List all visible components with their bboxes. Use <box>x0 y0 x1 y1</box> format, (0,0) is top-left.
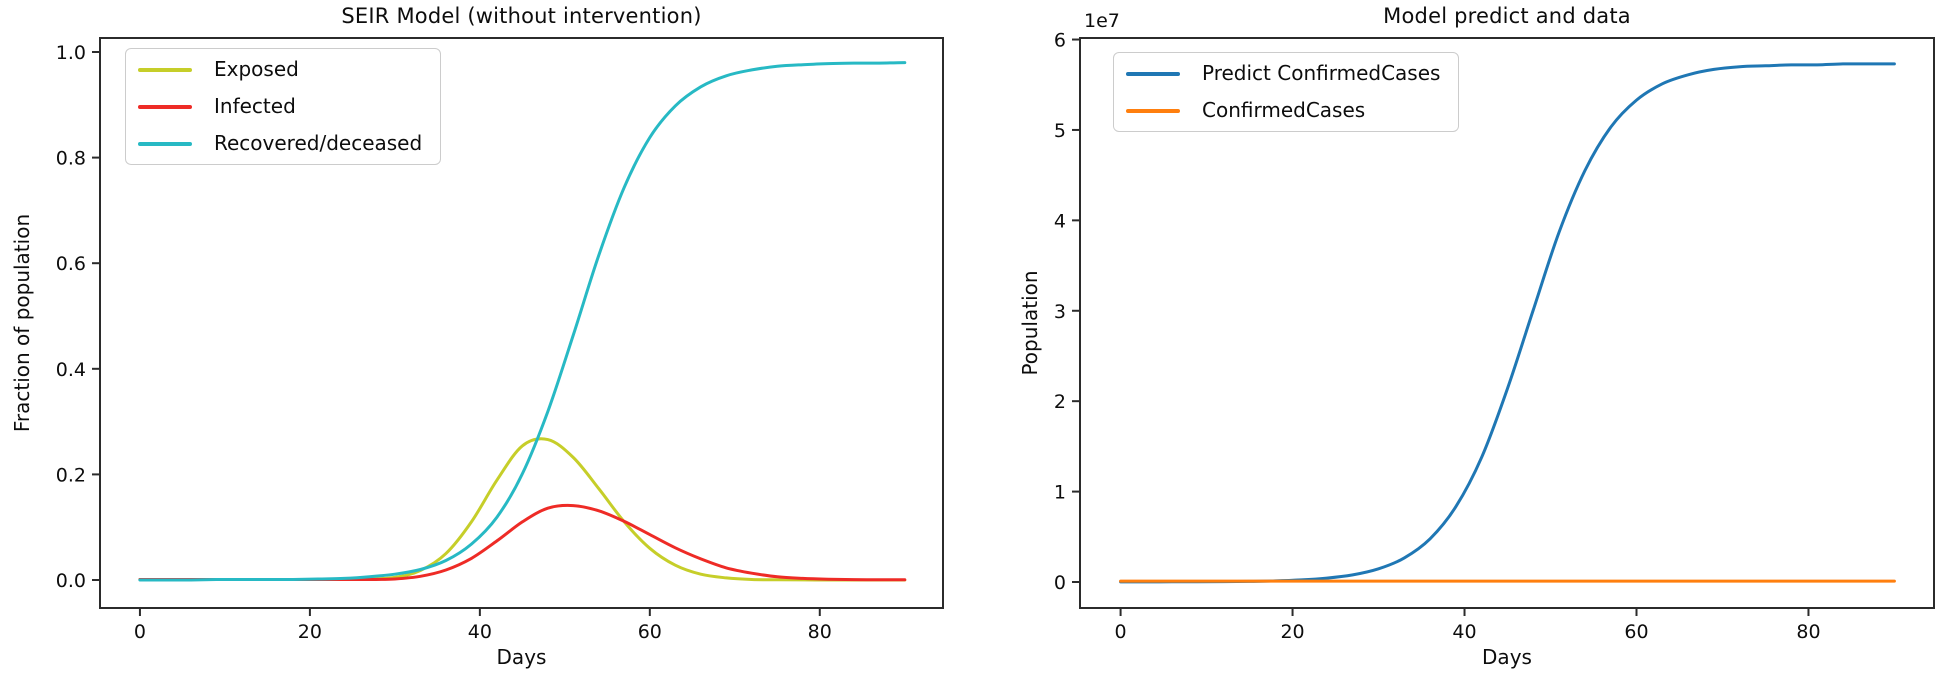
legend-label: Infected <box>214 94 296 118</box>
legend-item-recovered: Recovered/deceased <box>138 132 422 155</box>
x-tick-label: 40 <box>468 621 492 643</box>
x-tick-label: 60 <box>638 621 662 643</box>
y-axis-offset-text: 1e7 <box>1084 10 1120 32</box>
confirmedcases-line-swatch <box>1126 108 1180 113</box>
right-y-axis-label: Population <box>1018 270 1042 376</box>
right-x-axis-label: Days <box>1482 645 1532 669</box>
x-tick-label: 20 <box>1280 621 1304 643</box>
y-tick-label: 4 <box>1054 210 1066 232</box>
x-tick-label: 20 <box>298 621 322 643</box>
series-line-exposed <box>138 437 907 582</box>
y-tick-label: 6 <box>1054 30 1066 52</box>
series-line-predict-confirmedcases <box>1119 62 1896 584</box>
left-x-axis-label: Days <box>496 645 547 669</box>
right-legend: Predict ConfirmedCases ConfirmedCases <box>1113 52 1460 132</box>
legend-label: ConfirmedCases <box>1202 98 1366 122</box>
legend-label: Exposed <box>214 57 299 81</box>
x-tick-label: 0 <box>1115 621 1127 643</box>
y-tick-label: 0.6 <box>56 253 86 275</box>
x-tick-label: 40 <box>1452 621 1476 643</box>
y-tick-label: 0 <box>1054 572 1066 594</box>
y-tick-label: 2 <box>1054 391 1066 413</box>
exposed-line-swatch <box>138 67 192 72</box>
y-tick-label: 0.2 <box>56 464 86 486</box>
y-tick-label: 1.0 <box>56 42 86 64</box>
y-tick-label: 0.0 <box>56 570 86 592</box>
left-y-axis-label: Fraction of population <box>10 213 34 433</box>
y-tick-label: 1 <box>1054 482 1066 504</box>
recovered-line-swatch <box>138 141 192 146</box>
x-tick-label: 0 <box>134 621 146 643</box>
series-line-infected <box>138 503 907 582</box>
x-tick-label: 80 <box>1796 621 1820 643</box>
legend-label: Recovered/deceased <box>214 131 423 155</box>
y-tick-label: 0.8 <box>56 148 86 170</box>
legend-item-confirmedcases: ConfirmedCases <box>1126 99 1440 122</box>
left-chart-title: SEIR Model (without intervention) <box>341 4 702 28</box>
right-chart-title: Model predict and data <box>1383 4 1631 28</box>
x-tick-label: 60 <box>1624 621 1648 643</box>
left-legend: Exposed Infected Recovered/deceased <box>125 48 442 165</box>
y-tick-label: 0.4 <box>56 359 86 381</box>
x-tick-label: 80 <box>808 621 832 643</box>
y-tick-label: 5 <box>1054 120 1066 142</box>
legend-item-predict-confirmedcases: Predict ConfirmedCases <box>1126 62 1440 85</box>
predict-confirmedcases-line-swatch <box>1126 71 1180 76</box>
legend-item-exposed: Exposed <box>138 58 422 81</box>
axes-spines <box>1079 37 1935 609</box>
axes-spines <box>99 37 944 609</box>
infected-line-swatch <box>138 104 192 109</box>
series-line-recovered-deceased <box>138 61 907 582</box>
y-tick-label: 3 <box>1054 301 1066 323</box>
legend-label: Predict ConfirmedCases <box>1202 61 1441 85</box>
legend-item-infected: Infected <box>138 95 422 118</box>
